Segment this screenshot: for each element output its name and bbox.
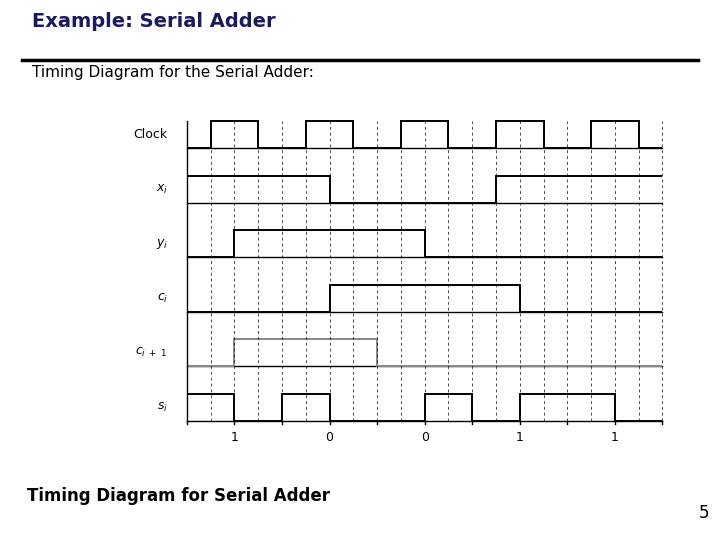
- Text: Clock: Clock: [134, 129, 168, 141]
- Text: Timing Diagram for the Serial Adder:: Timing Diagram for the Serial Adder:: [32, 65, 314, 80]
- Text: Example: Serial Adder: Example: Serial Adder: [32, 12, 276, 31]
- Text: 0: 0: [325, 431, 333, 444]
- Text: 1: 1: [516, 431, 523, 444]
- Text: $c_{i\ +\ 1}$: $c_{i\ +\ 1}$: [135, 346, 168, 360]
- Text: $y_i$: $y_i$: [156, 237, 168, 251]
- Text: 1: 1: [230, 431, 238, 444]
- Text: 1: 1: [611, 431, 619, 444]
- Text: $s_i$: $s_i$: [157, 401, 168, 414]
- Text: Timing Diagram for Serial Adder: Timing Diagram for Serial Adder: [27, 487, 330, 505]
- Text: $c_i$: $c_i$: [156, 292, 168, 305]
- Text: 0: 0: [420, 431, 428, 444]
- Text: $x_i$: $x_i$: [156, 183, 168, 196]
- Text: 5: 5: [699, 504, 710, 523]
